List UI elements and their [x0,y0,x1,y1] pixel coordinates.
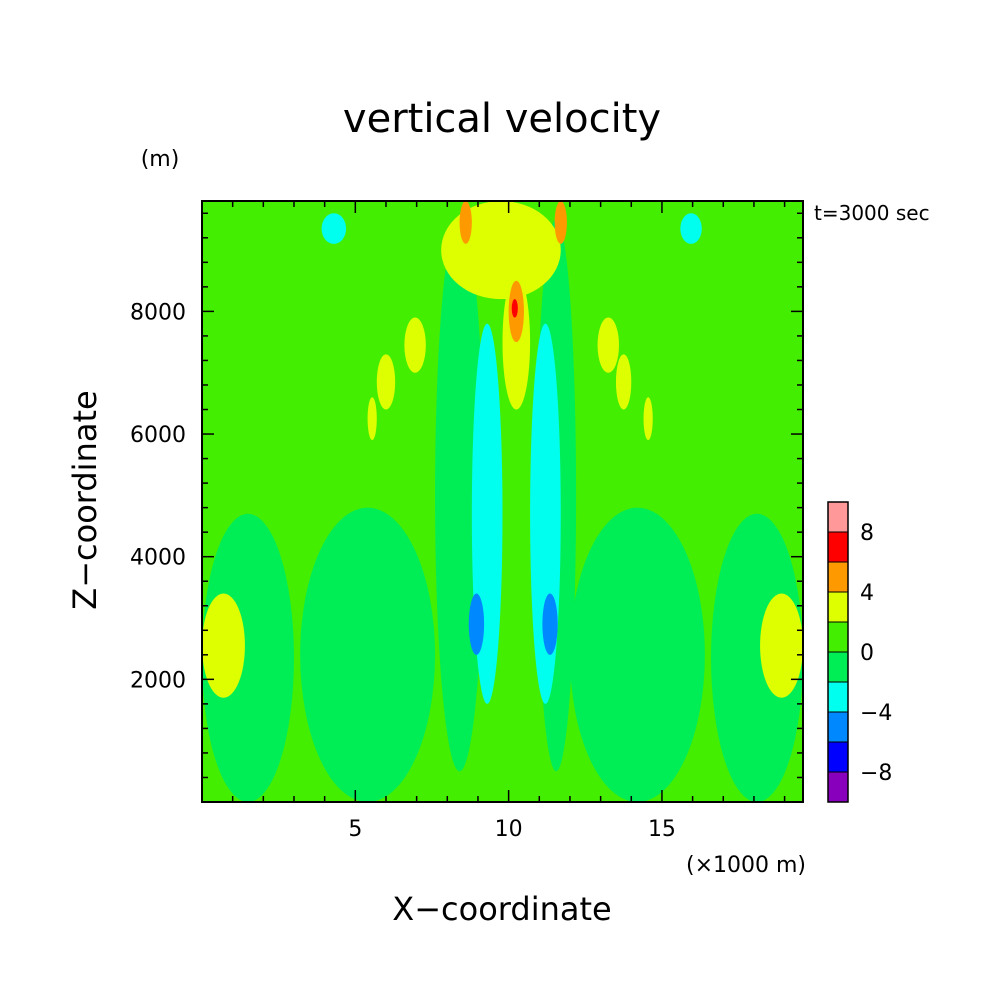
y-tick-label: 6000 [130,423,186,448]
time-label: t=3000 sec [814,201,930,225]
y-unit-label: (m) [141,147,180,172]
contour-region-2_4 [441,201,561,300]
colorbar-tick-label: 0 [860,641,874,666]
colorbar-swatch [827,501,849,533]
colorbar-swatch [827,651,849,683]
plot-frame [201,200,804,803]
contour-region-2_4 [760,593,803,698]
chart-title: vertical velocity [343,96,661,142]
contour-region-6_8 [511,299,518,318]
colorbar-swatch [827,741,849,773]
contour-region-m2_0 [711,513,803,802]
contour-region-2_4 [615,354,632,410]
colorbar-swatch [827,591,849,623]
x-tick-label: 10 [495,817,523,842]
x-unit-label: (×1000 m) [686,853,806,878]
colorbar-tick-label: −8 [860,761,892,786]
contour-region-2_4 [376,354,396,410]
contour-region-m4_m2 [321,213,347,244]
colorbar-tick-label: −4 [860,701,892,726]
contour-region-m4_m2 [680,213,702,244]
y-tick-label: 8000 [130,300,186,325]
colorbar-tick-label: 4 [860,581,874,606]
y-axis: 2000 4000 6000 8000 [130,212,803,779]
colorbar-swatch [827,531,849,563]
y-axis-label: Z−coordinate [66,390,104,609]
x-tick-label: 15 [648,817,676,842]
plot-area [202,201,803,802]
contour-region-2_4 [597,317,620,373]
contour-region-2_4 [202,593,245,698]
contour-region-m2_0 [569,507,705,802]
contour-region-m2_0 [300,507,436,802]
colorbar-tick-label: 8 [860,521,874,546]
y-tick-label: 4000 [130,546,186,571]
contour-region-m6_m4 [542,593,558,655]
colorbar-swatch [827,771,849,803]
contour-region-background [202,201,803,802]
contour-region-4_6 [554,201,567,244]
colorbar-swatch [827,621,849,653]
contour-region-m2_0 [202,513,294,802]
contour-region-2_4 [643,397,653,441]
colorbar-swatch [827,561,849,593]
colorbar-frame [827,501,849,803]
colorbar-swatch [827,681,849,713]
x-axis-label: X−coordinate [392,890,611,928]
x-axis: 5 10 15 [231,201,786,842]
contour-region-2_4 [367,397,377,441]
contour-region-4_6 [459,201,472,244]
colorbar-swatch [827,711,849,743]
contour-region-m6_m4 [468,593,485,655]
colorbar: 8 4 0 −4 −8 [827,501,892,803]
contour-region-2_4 [404,317,426,373]
x-tick-label: 5 [348,817,362,842]
y-tick-label: 2000 [130,668,186,693]
